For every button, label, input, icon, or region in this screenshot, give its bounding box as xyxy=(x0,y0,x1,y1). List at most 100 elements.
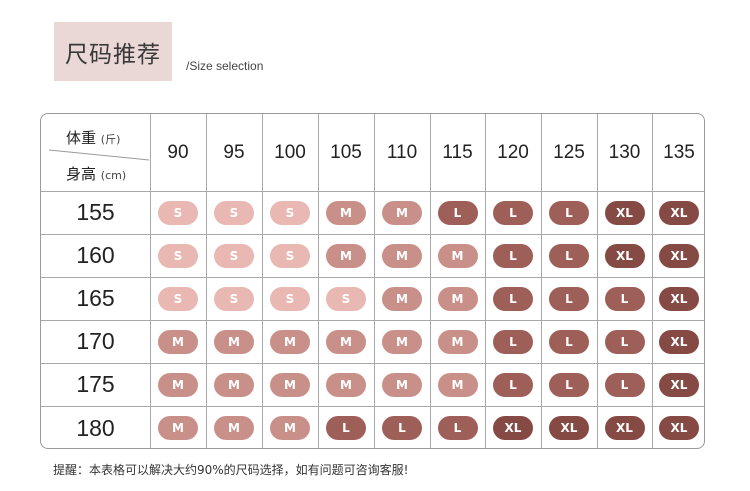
weight-label: 体重 xyxy=(66,129,97,147)
size-badge-m: M xyxy=(214,372,254,397)
column-divider xyxy=(206,114,207,448)
size-cell: M xyxy=(206,320,262,363)
size-cell: L xyxy=(374,406,430,448)
size-cell: XL xyxy=(597,234,652,277)
size-cell: L xyxy=(597,277,652,320)
size-cell: M xyxy=(430,320,485,363)
size-cell: L xyxy=(541,191,597,234)
size-cell: M xyxy=(262,320,318,363)
size-cell: L xyxy=(541,363,597,406)
size-badge-xl: XL xyxy=(659,243,699,268)
size-badge-l: L xyxy=(326,416,366,440)
column-divider xyxy=(652,114,653,448)
size-chart-table: 体重 (斤) 身高 (cm) 90 95 100 105 110 115 120 125 130… xyxy=(40,113,705,449)
height-header: 身高 (cm) xyxy=(66,163,126,184)
size-cell: XL xyxy=(652,191,704,234)
weight-header-cell: 100 xyxy=(274,141,306,163)
row-divider xyxy=(41,191,704,192)
column-divider xyxy=(262,114,263,448)
size-badge-m: M xyxy=(158,416,198,440)
page-title: 尺码推荐 xyxy=(65,41,161,68)
size-badge-m: M xyxy=(437,286,478,311)
size-cell: M xyxy=(206,406,262,448)
size-badge-m: M xyxy=(270,416,310,440)
size-cell: M xyxy=(318,234,374,277)
row-divider xyxy=(41,320,704,321)
size-cell: M xyxy=(262,363,318,406)
size-badge-xl: XL xyxy=(493,416,533,440)
size-cell: S xyxy=(262,191,318,234)
table-grid xyxy=(41,114,704,448)
size-badge-s: S xyxy=(270,200,310,225)
size-badge-l: L xyxy=(493,243,533,268)
size-badge-m: M xyxy=(214,416,254,440)
column-divider xyxy=(430,114,431,448)
size-badge-l: L xyxy=(549,200,589,225)
size-badge-m: M xyxy=(214,329,254,354)
size-cell: L xyxy=(541,234,597,277)
size-badge-m: M xyxy=(437,329,478,354)
size-cell: XL xyxy=(597,191,652,234)
size-badge-l: L xyxy=(493,329,533,354)
size-badge-m: M xyxy=(326,243,366,268)
size-badge-m: M xyxy=(326,200,366,225)
size-cell: L xyxy=(597,363,652,406)
size-badge-l: L xyxy=(604,329,645,354)
size-cell: S xyxy=(150,191,206,234)
column-divider xyxy=(374,114,375,448)
size-badge-l: L xyxy=(549,329,589,354)
row-divider xyxy=(41,234,704,235)
size-badge-m: M xyxy=(437,243,478,268)
height-row-header: 175 xyxy=(76,371,115,397)
weight-header-cell: 105 xyxy=(330,141,362,163)
size-badge-xl: XL xyxy=(659,286,699,311)
size-cell: XL xyxy=(597,406,652,448)
size-badge-l: L xyxy=(493,286,533,311)
size-cell: XL xyxy=(652,363,704,406)
page-subtitle: /Size selection xyxy=(186,59,264,73)
size-cell: S xyxy=(150,277,206,320)
size-badge-s: S xyxy=(270,286,310,311)
size-badge-l: L xyxy=(549,372,589,397)
height-unit: (cm) xyxy=(100,169,127,182)
size-badge-l: L xyxy=(549,243,589,268)
size-badge-m: M xyxy=(326,372,366,397)
size-cell: S xyxy=(206,234,262,277)
size-badge-m: M xyxy=(382,243,422,268)
size-badge-m: M xyxy=(158,372,198,397)
size-cell: M xyxy=(150,320,206,363)
size-cell: S xyxy=(262,277,318,320)
size-badge-m: M xyxy=(270,329,310,354)
size-badge-l: L xyxy=(604,286,645,311)
weight-header-cell: 130 xyxy=(608,141,641,163)
size-cell: XL xyxy=(485,406,541,448)
weight-header-cell: 120 xyxy=(497,141,529,163)
column-divider xyxy=(597,114,598,448)
size-cell: M xyxy=(374,191,430,234)
size-badge-m: M xyxy=(382,200,422,225)
size-cell: XL xyxy=(652,277,704,320)
size-badge-s: S xyxy=(270,243,310,268)
column-divider xyxy=(150,114,151,448)
size-cell: M xyxy=(318,191,374,234)
size-cell: L xyxy=(485,363,541,406)
size-cell: L xyxy=(485,191,541,234)
size-cell: S xyxy=(150,234,206,277)
weight-header-cell: 90 xyxy=(167,141,189,163)
size-cell: L xyxy=(430,406,485,448)
size-badge-l: L xyxy=(493,372,533,397)
size-badge-m: M xyxy=(158,329,198,354)
height-label: 身高 xyxy=(66,165,97,183)
size-badge-xl: XL xyxy=(604,200,645,225)
height-row-header: 165 xyxy=(76,285,115,311)
size-cell: S xyxy=(206,277,262,320)
weight-header: 体重 (斤) xyxy=(66,127,120,148)
size-cell: L xyxy=(485,234,541,277)
size-cell: S xyxy=(262,234,318,277)
size-cell: M xyxy=(318,363,374,406)
weight-header-cell: 110 xyxy=(386,141,418,163)
size-badge-l: L xyxy=(493,200,533,225)
height-row-header: 180 xyxy=(76,414,115,441)
size-cell: M xyxy=(374,277,430,320)
size-cell: M xyxy=(374,363,430,406)
